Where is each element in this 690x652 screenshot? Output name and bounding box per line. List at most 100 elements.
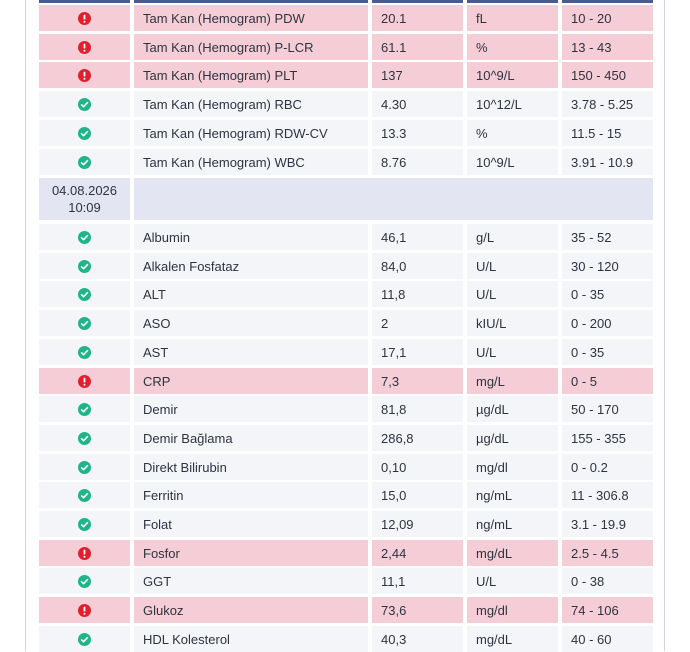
test-value: 2 (372, 310, 463, 336)
exclamation-circle-icon (78, 40, 91, 54)
status-cell (39, 396, 130, 422)
status-cell (39, 568, 130, 594)
test-unit: µg/dL (467, 396, 558, 422)
result-row[interactable]: Demir 81,8 µg/dL 50 - 170 (39, 396, 653, 422)
test-name: Tam Kan (Hemogram) WBC (134, 149, 368, 175)
status-cell (39, 626, 130, 652)
status-cell (39, 425, 130, 451)
test-unit: mg/dL (467, 540, 558, 566)
test-name: HDL Kolesterol (134, 626, 368, 652)
check-circle-icon (78, 402, 91, 416)
header-bar-segment (39, 0, 130, 3)
result-row[interactable]: AST 17,1 U/L 0 - 35 (39, 339, 653, 365)
result-row[interactable]: Albumin 46,1 g/L 35 - 52 (39, 224, 653, 250)
header-bar-segment (372, 0, 463, 3)
status-cell (39, 62, 130, 88)
check-circle-icon (78, 287, 91, 301)
result-row[interactable]: Tam Kan (Hemogram) PLT 137 10^9/L 150 - 450 (39, 62, 653, 88)
reference-range: 11 - 306.8 (562, 482, 653, 508)
exclamation-circle-icon (78, 11, 91, 25)
test-value: 11,8 (372, 281, 463, 307)
result-row[interactable]: Folat 12,09 ng/mL 3.1 - 19.9 (39, 511, 653, 537)
header-bar-segment (562, 0, 653, 3)
test-name: Tam Kan (Hemogram) RBC (134, 91, 368, 117)
test-value: 15,0 (372, 482, 463, 508)
header-bar-segment (134, 0, 368, 3)
test-name: Fosfor (134, 540, 368, 566)
reference-range: 10 - 20 (562, 5, 653, 31)
reference-range: 40 - 60 (562, 626, 653, 652)
test-name: ASO (134, 310, 368, 336)
result-row[interactable]: Direkt Bilirubin 0,10 mg/dl 0 - 0.2 (39, 454, 653, 480)
test-unit: µg/dL (467, 425, 558, 451)
test-name: Tam Kan (Hemogram) P-LCR (134, 34, 368, 60)
status-cell (39, 368, 130, 394)
reference-range: 3.1 - 19.9 (562, 511, 653, 537)
header-bar-segment (467, 0, 558, 3)
test-value: 4.30 (372, 91, 463, 117)
exclamation-circle-icon (78, 546, 91, 560)
test-value: 12,09 (372, 511, 463, 537)
result-row[interactable]: Demir Bağlama 286,8 µg/dL 155 - 355 (39, 425, 653, 451)
reference-range: 0 - 0.2 (562, 454, 653, 480)
reference-range: 35 - 52 (562, 224, 653, 250)
reference-range: 155 - 355 (562, 425, 653, 451)
status-cell (39, 224, 130, 250)
test-unit: % (467, 120, 558, 146)
check-circle-icon (78, 517, 91, 531)
status-cell (39, 120, 130, 146)
result-row[interactable]: Fosfor 2,44 mg/dL 2.5 - 4.5 (39, 540, 653, 566)
result-row[interactable]: ALT 11,8 U/L 0 - 35 (39, 281, 653, 307)
test-unit: 10^12/L (467, 91, 558, 117)
test-name: AST (134, 339, 368, 365)
result-row[interactable]: Alkalen Fosfataz 84,0 U/L 30 - 120 (39, 253, 653, 279)
reference-range: 0 - 200 (562, 310, 653, 336)
status-cell (39, 454, 130, 480)
test-unit: U/L (467, 253, 558, 279)
result-row[interactable]: Tam Kan (Hemogram) RBC 4.30 10^12/L 3.78 - … (39, 91, 653, 117)
test-name: Tam Kan (Hemogram) PLT (134, 62, 368, 88)
frame-right-border (664, 0, 665, 651)
result-row[interactable]: Tam Kan (Hemogram) RDW-CV 13.3% 11.5 - 15 (39, 120, 653, 146)
test-unit: U/L (467, 568, 558, 594)
status-cell (39, 597, 130, 623)
reference-range: 50 - 170 (562, 396, 653, 422)
check-circle-icon (78, 488, 91, 502)
result-row[interactable]: Tam Kan (Hemogram) P-LCR 61.1% 13 - 43 (39, 34, 653, 60)
status-cell (39, 482, 130, 508)
test-unit: 10^9/L (467, 149, 558, 175)
result-row[interactable]: Tam Kan (Hemogram) WBC 8.76 10^9/L 3.91 - 1… (39, 149, 653, 175)
test-name: Demir Bağlama (134, 425, 368, 451)
test-name: Tam Kan (Hemogram) RDW-CV (134, 120, 368, 146)
test-value: 286,8 (372, 425, 463, 451)
check-circle-icon (78, 460, 91, 474)
time-text: 10:09 (68, 200, 101, 215)
reference-range: 3.78 - 5.25 (562, 91, 653, 117)
status-cell (39, 310, 130, 336)
reference-range: 0 - 35 (562, 339, 653, 365)
result-row[interactable]: ASO 2 kIU/L 0 - 200 (39, 310, 653, 336)
test-unit: mg/L (467, 368, 558, 394)
reference-range: 0 - 5 (562, 368, 653, 394)
check-circle-icon (78, 316, 91, 330)
date-text: 04.08.2026 (51, 183, 118, 198)
test-name: Ferritin (134, 482, 368, 508)
test-unit: fL (467, 5, 558, 31)
date-group-header[interactable]: 04.08.2026 10:09 (39, 178, 653, 220)
test-unit: g/L (467, 224, 558, 250)
reference-range: 74 - 106 (562, 597, 653, 623)
test-unit: mg/dl (467, 454, 558, 480)
result-row[interactable]: Tam Kan (Hemogram) PDW 20.1 fL 10 - 20 (39, 5, 653, 31)
status-cell (39, 5, 130, 31)
check-circle-icon (78, 259, 91, 273)
status-cell (39, 281, 130, 307)
test-value: 61.1 (372, 34, 463, 60)
result-row[interactable]: CRP 7,3 mg/L 0 - 5 (39, 368, 653, 394)
reference-range: 11.5 - 15 (562, 120, 653, 146)
result-row[interactable]: HDL Kolesterol 40,3 mg/dL 40 - 60 (39, 626, 653, 652)
test-name: ALT (134, 281, 368, 307)
result-row[interactable]: Glukoz 73,6 mg/dl 74 - 106 (39, 597, 653, 623)
test-unit: ng/mL (467, 511, 558, 537)
result-row[interactable]: Ferritin 15,0 ng/mL 11 - 306.8 (39, 482, 653, 508)
result-row[interactable]: GGT 11,1 U/L 0 - 38 (39, 568, 653, 594)
